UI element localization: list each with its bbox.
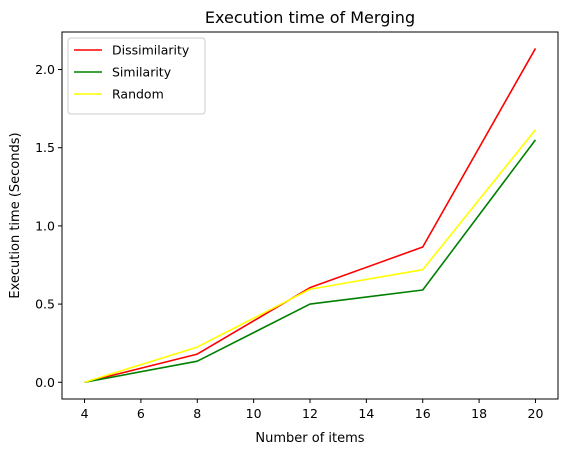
x-tick-label: 8 — [193, 406, 201, 421]
legend: Dissimilarity Similarity Random — [67, 37, 206, 115]
axis-ticks: 4 6 8 10 12 14 16 18 20 0.0 0.5 1.0 1.5 2.0 — [35, 62, 543, 421]
legend-label-random: Random — [112, 87, 164, 102]
x-tick-label: 18 — [471, 406, 487, 421]
series-line-similarity — [84, 139, 537, 384]
legend-box — [67, 37, 206, 115]
x-axis-label: Number of items — [255, 431, 364, 446]
plot-frame — [61, 31, 559, 400]
x-tick-label: 4 — [81, 406, 89, 421]
x-tick-label: 6 — [137, 406, 145, 421]
plot-area — [84, 48, 537, 384]
y-axis-label: Execution time (Seconds) — [8, 132, 23, 298]
y-tick-label: 1.5 — [35, 140, 55, 155]
y-tick-label: 1.0 — [35, 218, 55, 233]
chart-title: Execution time of Merging — [205, 8, 415, 27]
series-line-dissimilarity — [84, 48, 537, 384]
x-tick-label: 14 — [358, 406, 374, 421]
legend-label-similarity: Similarity — [112, 65, 172, 80]
x-tick-label: 10 — [246, 406, 262, 421]
series-line-random — [84, 129, 537, 384]
x-tick-label: 12 — [302, 406, 318, 421]
legend-label-dissimilarity: Dissimilarity — [112, 43, 190, 58]
y-tick-label: 0.5 — [35, 297, 55, 312]
y-tick-label: 2.0 — [35, 62, 55, 77]
y-tick-label: 0.0 — [35, 375, 55, 390]
x-tick-label: 20 — [528, 406, 544, 421]
x-tick-label: 16 — [415, 406, 431, 421]
